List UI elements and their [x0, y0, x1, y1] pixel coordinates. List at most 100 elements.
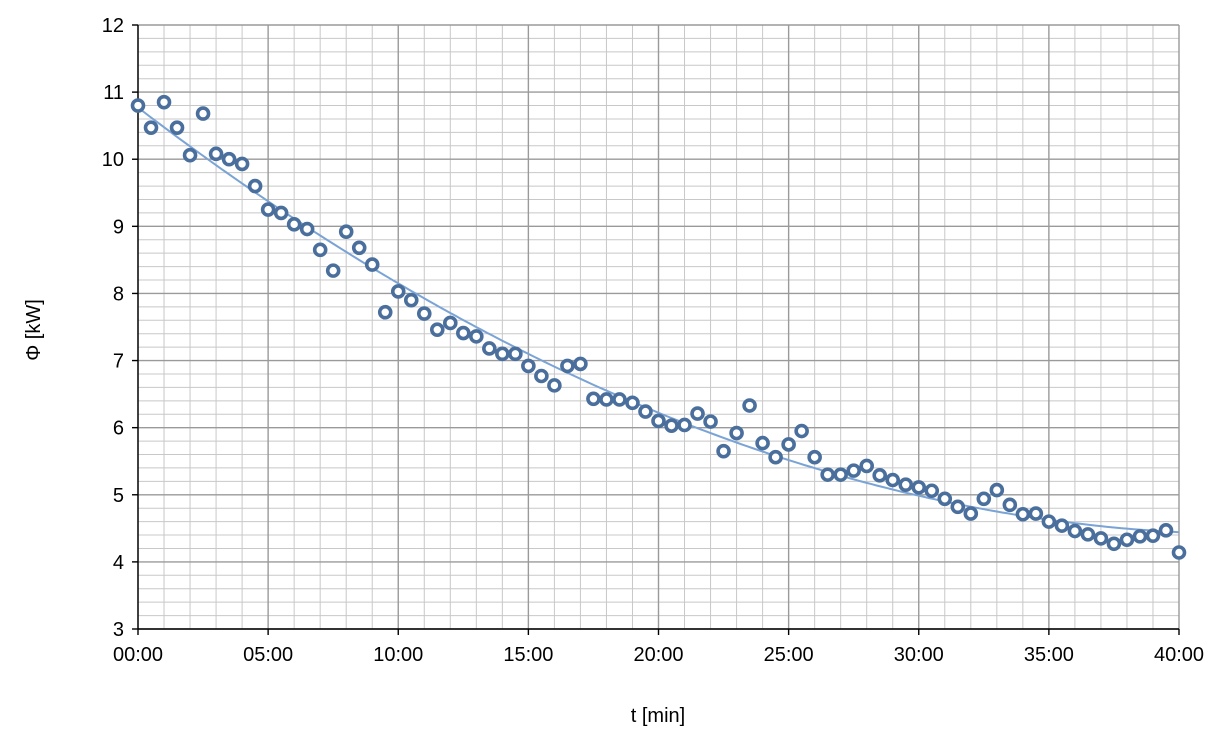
data-point: [534, 368, 549, 384]
data-point: [325, 263, 341, 278]
data-point: [703, 414, 718, 429]
data-point: [872, 468, 888, 483]
y-tick-labels: 3 4 5 6 7 8 9 10 11 12: [102, 15, 124, 641]
x-tick-label: 35:00: [1024, 644, 1074, 666]
data-point: [638, 404, 653, 419]
data-point: [1145, 528, 1161, 544]
data-point: [651, 413, 666, 429]
x-axis-title: t [min]: [631, 705, 685, 727]
data-point: [403, 292, 419, 308]
x-tick-label: 25:00: [764, 644, 814, 666]
data-point: [833, 467, 848, 482]
data-point: [234, 156, 250, 172]
data-point: [677, 417, 692, 433]
x-tick-label: 20:00: [633, 644, 683, 666]
data-point: [286, 217, 302, 232]
x-tick-label: 40:00: [1154, 644, 1204, 666]
data-point: [1002, 497, 1018, 513]
data-point: [442, 315, 458, 331]
data-point: [456, 325, 471, 341]
data-point: [273, 205, 289, 221]
x-tick-label: 00:00: [113, 644, 163, 666]
x-tick-label: 15:00: [503, 644, 553, 666]
data-point: [664, 418, 679, 433]
data-point: [482, 341, 497, 356]
data-point: [716, 443, 731, 459]
data-point: [429, 322, 445, 337]
data-point: [1054, 518, 1070, 533]
data-point: [156, 94, 172, 110]
data-point: [521, 358, 536, 374]
data-point: [130, 98, 146, 113]
data-point: [1119, 532, 1135, 548]
data-point: [573, 356, 588, 372]
y-tick-label: 5: [113, 485, 124, 507]
data-point: [469, 329, 484, 344]
data-point: [729, 425, 744, 441]
data-point: [338, 224, 354, 240]
data-point: [742, 398, 757, 413]
data-point: [612, 392, 627, 407]
data-point: [976, 491, 992, 507]
data-point: [560, 358, 575, 374]
data-point: [586, 391, 601, 407]
data-point: [768, 449, 783, 465]
data-point: [846, 463, 861, 478]
data-point: [885, 472, 901, 488]
data-point: [963, 506, 979, 521]
data-point: [247, 178, 263, 194]
x-tick-label: 30:00: [894, 644, 944, 666]
data-point: [312, 242, 328, 258]
data-point: [1171, 545, 1187, 560]
data-point: [820, 467, 835, 482]
data-point: [351, 240, 367, 256]
data-point: [950, 499, 966, 515]
data-point: [1015, 506, 1031, 522]
y-axis-title: Φ [kW]: [23, 299, 45, 361]
data-point: [377, 304, 393, 320]
data-point: [924, 483, 940, 499]
data-point: [364, 257, 380, 272]
data-points: [130, 94, 1187, 560]
data-point: [794, 423, 809, 439]
data-point: [599, 392, 614, 407]
y-tick-label: 4: [113, 552, 124, 574]
data-point: [859, 458, 875, 474]
data-point: [182, 147, 198, 163]
y-tick-label: 8: [113, 283, 124, 305]
data-point: [781, 437, 796, 452]
data-point: [898, 477, 914, 493]
data-point: [260, 202, 276, 217]
x-tick-label: 05:00: [243, 644, 293, 666]
y-tick-label: 7: [113, 351, 124, 373]
data-point: [390, 284, 406, 299]
data-point: [755, 435, 770, 451]
data-point: [989, 482, 1005, 498]
data-point: [547, 378, 562, 393]
y-tick-label: 12: [102, 15, 124, 37]
x-tick-label: 10:00: [373, 644, 423, 666]
axes: [132, 24, 1180, 635]
data-point: [195, 106, 211, 121]
data-point: [1158, 523, 1174, 538]
data-point: [911, 480, 927, 495]
y-tick-label: 3: [113, 619, 124, 641]
data-point: [1093, 531, 1109, 546]
data-point: [937, 491, 953, 507]
data-point: [221, 151, 237, 167]
y-tick-label: 11: [103, 82, 124, 104]
data-point: [1106, 536, 1122, 552]
data-point: [1132, 529, 1148, 544]
data-point: [416, 306, 432, 321]
data-point: [1028, 506, 1044, 521]
data-point: [690, 406, 705, 421]
y-tick-label: 6: [113, 418, 124, 440]
y-tick-label: 9: [113, 216, 124, 238]
y-tick-label: 10: [102, 149, 124, 171]
data-point: [807, 449, 822, 465]
data-point: [143, 120, 159, 135]
data-point: [1041, 514, 1057, 529]
data-point: [299, 221, 315, 237]
data-point: [208, 146, 224, 162]
